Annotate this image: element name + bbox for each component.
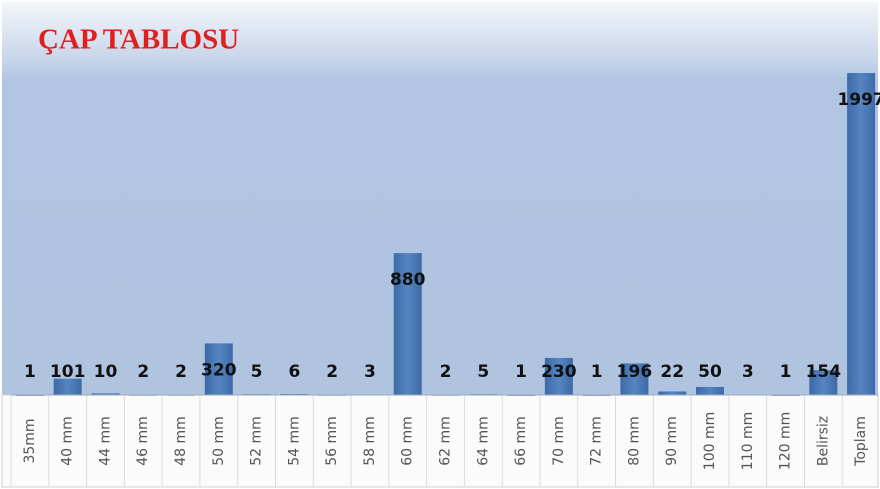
x-tick-label: 35mm <box>22 418 38 463</box>
value-label: 2 <box>137 362 149 382</box>
value-label: 101 <box>50 362 86 382</box>
x-tick-label: 40 mm <box>60 416 76 466</box>
x-tick-label: 46 mm <box>135 416 151 466</box>
bar <box>204 343 233 395</box>
value-label: 22 <box>660 362 684 382</box>
value-label: 1 <box>24 362 36 382</box>
x-tick-label: 60 mm <box>400 416 416 466</box>
bar <box>809 370 838 395</box>
bar <box>393 253 422 395</box>
bar <box>53 378 82 395</box>
x-tick-label: Belirsiz <box>815 416 831 466</box>
value-label: 1 <box>515 362 527 382</box>
x-tick-label: 50 mm <box>211 416 227 466</box>
value-label: 5 <box>477 362 489 382</box>
value-label: 50 <box>698 362 722 382</box>
x-tick-label: 66 mm <box>513 416 529 466</box>
value-label: 2 <box>440 362 452 382</box>
bar <box>544 357 573 395</box>
value-label: 1997 <box>837 90 880 110</box>
x-tick-label: 100 mm <box>702 412 718 470</box>
bar <box>695 386 724 395</box>
x-tick-label: 56 mm <box>324 416 340 466</box>
x-tick-label: 72 mm <box>589 416 605 466</box>
value-label: 3 <box>742 362 754 382</box>
x-tick-label: 120 mm <box>778 412 794 470</box>
x-tick-label: 58 mm <box>362 416 378 466</box>
value-label: 880 <box>390 270 426 290</box>
x-tick-label: 62 mm <box>438 416 454 466</box>
x-tick-label: 64 mm <box>475 416 491 466</box>
value-label: 196 <box>617 362 653 382</box>
bar <box>658 391 687 395</box>
plot-area <box>2 2 878 395</box>
bar <box>620 363 649 395</box>
value-label: 5 <box>251 362 263 382</box>
value-label: 3 <box>364 362 376 382</box>
value-label: 10 <box>94 362 118 382</box>
x-tick-label: 52 mm <box>249 416 265 466</box>
bar <box>847 73 876 395</box>
value-label: 6 <box>288 362 300 382</box>
x-tick-label: 80 mm <box>626 416 642 466</box>
x-tick-label: 54 mm <box>286 416 302 466</box>
x-tick-label: 110 mm <box>740 412 756 470</box>
value-label: 2 <box>326 362 338 382</box>
axis-band <box>1 394 879 488</box>
value-label: 320 <box>201 360 237 380</box>
value-label: 2 <box>175 362 187 382</box>
x-tick-label: Toplam <box>853 416 869 467</box>
bar <box>91 393 120 395</box>
x-tick-label: 44 mm <box>97 416 113 466</box>
value-label: 230 <box>541 362 577 382</box>
x-tick-label: 48 mm <box>173 416 189 466</box>
chart-title: ÇAP TABLOSU <box>38 24 239 56</box>
value-label: 1 <box>780 362 792 382</box>
value-label: 154 <box>806 362 842 382</box>
x-tick-label: 70 mm <box>551 416 567 466</box>
value-label: 1 <box>591 362 603 382</box>
x-tick-label: 90 mm <box>664 416 680 466</box>
